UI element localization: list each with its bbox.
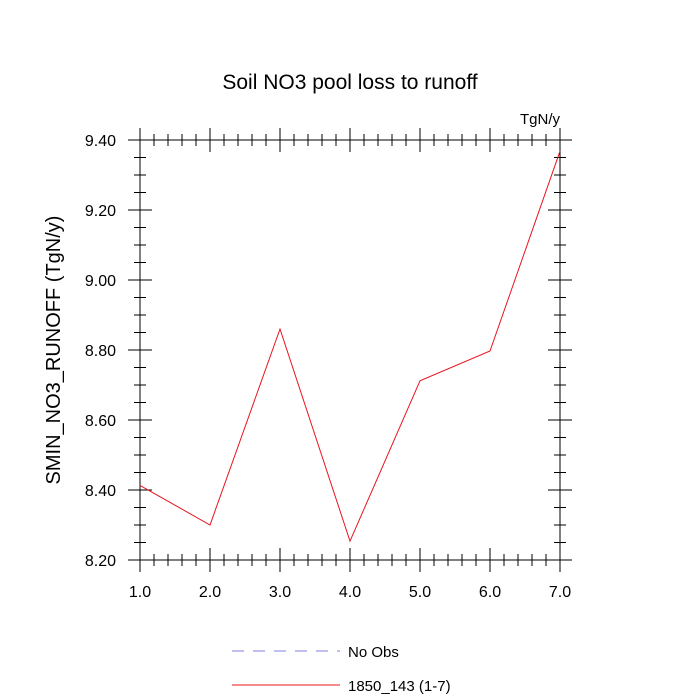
x-tick-labels: 1.0 2.0 3.0 4.0 5.0 6.0 7.0 — [129, 584, 571, 601]
y-tick-label: 8.40 — [85, 483, 116, 500]
plot-frame — [139, 139, 561, 561]
y-tick-label: 9.00 — [85, 273, 116, 290]
x-tick-label: 6.0 — [479, 584, 501, 601]
series-line — [139, 151, 561, 543]
units-label: TgN/y — [520, 111, 561, 128]
x-tick-label: 3.0 — [269, 584, 291, 601]
x-tick-label: 1.0 — [129, 584, 151, 601]
x-tick-label: 7.0 — [549, 584, 571, 601]
x-tick-label: 5.0 — [409, 584, 431, 601]
legend-label-no-obs: No Obs — [348, 644, 399, 661]
y-tick-label: 8.80 — [85, 343, 116, 360]
chart-title: Soil NO3 pool loss to runoff — [222, 71, 477, 94]
y-axis-label: SMIN_NO3_RUNOFF (TgN/y) — [43, 216, 65, 485]
axis-ticks — [128, 128, 572, 572]
x-tick-label: 2.0 — [199, 584, 221, 601]
y-tick-label: 9.20 — [85, 203, 116, 220]
y-tick-label: 9.40 — [85, 133, 116, 150]
legend: No Obs 1850_143 (1-7) — [232, 644, 451, 695]
x-tick-label: 4.0 — [339, 584, 361, 601]
data-series — [139, 151, 561, 543]
legend-label-1850-143: 1850_143 (1-7) — [348, 678, 451, 695]
y-tick-label: 8.20 — [85, 553, 116, 570]
y-tick-label: 8.60 — [85, 413, 116, 430]
y-tick-labels: 8.20 8.40 8.60 8.80 9.00 9.20 9.40 — [85, 133, 116, 570]
